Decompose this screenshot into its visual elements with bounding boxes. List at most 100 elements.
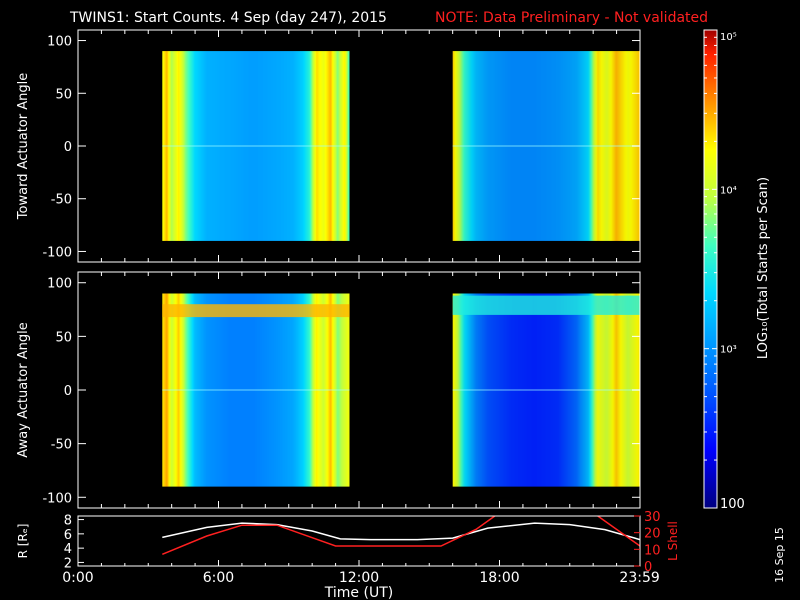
left-y-axis-label: R [Rₑ]: [16, 524, 30, 559]
heatmap-column: [182, 51, 184, 241]
heatmap-column: [474, 293, 476, 487]
heatmap-column: [563, 293, 565, 487]
heatmap-column: [169, 293, 171, 487]
heatmap-column: [268, 51, 270, 241]
heatmap-column: [275, 293, 277, 487]
heatmap-column: [289, 51, 291, 241]
heatmap-column: [612, 293, 614, 487]
heatmap-column: [610, 293, 612, 487]
heatmap-column: [521, 293, 523, 487]
heatmap-column: [282, 51, 284, 241]
heatmap-column: [335, 51, 337, 241]
heatmap-column: [292, 51, 294, 241]
heatmap-column: [520, 293, 522, 487]
heatmap-column: [324, 51, 326, 241]
heatmap-column: [210, 51, 212, 241]
heatmap-column: [626, 293, 628, 487]
heatmap-column: [337, 51, 339, 241]
heatmap-column: [618, 293, 620, 487]
heatmap-column: [483, 51, 485, 241]
heatmap-column: [220, 293, 222, 487]
heatmap-column: [520, 51, 522, 241]
heatmap-column: [229, 51, 231, 241]
heatmap-column: [314, 293, 316, 487]
heatmap-column: [212, 51, 214, 241]
heatmap-column: [542, 51, 544, 241]
heatmap-column: [297, 293, 299, 487]
heatmap-column: [333, 293, 335, 487]
heatmap-column: [325, 51, 327, 241]
heatmap-column: [562, 51, 564, 241]
heatmap-column: [504, 293, 506, 487]
heatmap-column: [206, 293, 208, 487]
heatmap-column: [303, 51, 305, 241]
heatmap-column: [287, 51, 289, 241]
heatmap-column: [481, 293, 483, 487]
heatmap-column: [468, 293, 470, 487]
heatmap-column: [612, 51, 614, 241]
heatmap-column: [542, 293, 544, 487]
heatmap-column: [511, 293, 513, 487]
heatmap-column: [318, 293, 320, 487]
heatmap-column: [208, 293, 210, 487]
plot-title: TWINS1: Start Counts. 4 Sep (day 247), 2…: [69, 10, 387, 26]
heatmap-column: [290, 293, 292, 487]
heatmap-column: [248, 51, 250, 241]
heatmap-column: [523, 51, 525, 241]
heatmap-column: [502, 51, 504, 241]
heatmap-column: [499, 51, 501, 241]
heatmap-column: [552, 51, 554, 241]
heatmap-column: [177, 51, 179, 241]
heatmap-column: [181, 51, 183, 241]
heatmap-column: [215, 51, 217, 241]
heatmap-column: [315, 293, 317, 487]
heatmap-column: [269, 51, 271, 241]
l-shell-line: [597, 516, 640, 547]
heatmap-column: [474, 51, 476, 241]
heatmap-column: [486, 51, 488, 241]
heatmap-column: [468, 51, 470, 241]
heatmap-column: [531, 293, 533, 487]
heatmap-column: [500, 293, 502, 487]
heatmap-column: [331, 293, 333, 487]
heatmap-column: [285, 51, 287, 241]
heatmap-column: [625, 51, 627, 241]
heatmap-column: [579, 293, 581, 487]
heatmap-column: [597, 293, 599, 487]
heatmap-column: [186, 293, 188, 487]
heatmap-column: [472, 51, 474, 241]
heatmap-column: [288, 51, 290, 241]
heatmap-column: [617, 51, 619, 241]
heatmap-column: [608, 51, 610, 241]
heatmap-column: [488, 51, 490, 241]
heatmap-column: [519, 51, 521, 241]
heatmap-column: [581, 51, 583, 241]
heatmap-column: [591, 293, 593, 487]
heatmap-column: [600, 51, 602, 241]
heatmap-column: [244, 293, 246, 487]
heatmap-column: [348, 293, 350, 487]
heatmap-column: [233, 293, 235, 487]
heatmap-column: [535, 293, 537, 487]
heatmap-column: [557, 293, 559, 487]
heatmap-column: [558, 51, 560, 241]
heatmap-column: [578, 293, 580, 487]
y-tick-label: 100: [47, 35, 72, 50]
heatmap-column: [164, 293, 166, 487]
heatmap-column: [562, 293, 564, 487]
heatmap-column: [564, 51, 566, 241]
heatmap-column: [165, 51, 167, 241]
heatmap-column: [179, 51, 181, 241]
heatmap-column: [601, 51, 603, 241]
heatmap-column: [492, 51, 494, 241]
heatmap-column: [580, 51, 582, 241]
heatmap-column: [198, 293, 200, 487]
heatmap-column: [302, 293, 304, 487]
heatmap-column: [280, 293, 282, 487]
heatmap-column: [235, 293, 237, 487]
heatmap-column: [477, 51, 479, 241]
y-tick-label: -50: [51, 193, 72, 208]
colorbar-tick-label: 100: [720, 497, 745, 512]
heatmap-column: [599, 293, 601, 487]
heatmap-column: [203, 51, 205, 241]
